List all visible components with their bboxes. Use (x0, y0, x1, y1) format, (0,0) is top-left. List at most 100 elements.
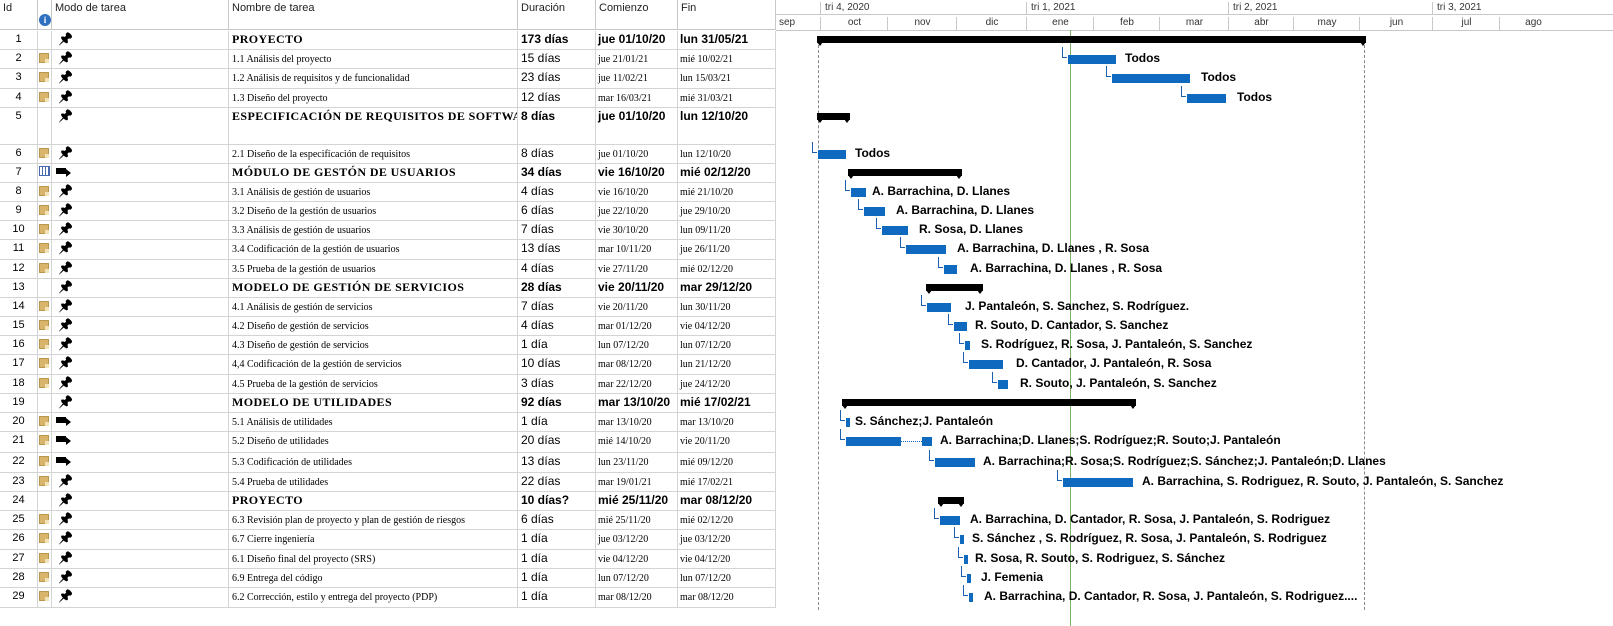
task-bar[interactable] (944, 265, 957, 274)
task-name-cell[interactable]: 4.1 Análisis de gestión de servicios (229, 298, 518, 317)
task-finish-cell[interactable]: lun 12/10/20 (678, 108, 776, 145)
table-row[interactable]: 24 📌 PROYECTO 10 días? mié 25/11/20 mar 08/12… (0, 492, 776, 511)
task-mode-cell[interactable]: 📌 (52, 569, 229, 588)
table-row[interactable]: 26 📌 6.7 Cierre ingeniería 1 día jue 03/12/2… (0, 530, 776, 550)
table-row[interactable]: 8 📌 3.1 Análisis de gestión de usuarios 4 d… (0, 183, 776, 202)
task-name-cell[interactable]: MODELO DE GESTIÓN DE SERVICIOS (229, 279, 518, 298)
task-duration-cell[interactable]: 92 días (518, 394, 596, 413)
task-id-cell[interactable]: 20 (0, 413, 38, 432)
task-finish-cell[interactable]: mié 02/12/20 (678, 260, 776, 279)
task-name-cell[interactable]: MÓDULO DE GESTÓN DE USUARIOS (229, 164, 518, 183)
task-finish-cell[interactable]: lun 12/10/20 (678, 145, 776, 164)
task-bar[interactable] (964, 555, 968, 564)
task-mode-cell[interactable]: 📌 (52, 394, 229, 413)
task-duration-cell[interactable]: 1 día (518, 588, 596, 608)
note-icon[interactable] (39, 514, 49, 524)
task-bar[interactable] (967, 574, 971, 583)
task-start-cell[interactable]: mar 13/10/20 (596, 413, 678, 432)
task-duration-cell[interactable]: 23 días (518, 69, 596, 89)
task-finish-cell[interactable]: mar 29/12/20 (678, 279, 776, 298)
task-finish-cell[interactable]: jue 24/12/20 (678, 375, 776, 394)
task-finish-cell[interactable]: mar 13/10/20 (678, 413, 776, 432)
summary-bar[interactable] (938, 497, 964, 507)
table-row[interactable]: 16 📌 4.3 Diseño de gestión de servicios 1 d… (0, 336, 776, 355)
task-bar[interactable] (927, 303, 951, 312)
table-row[interactable]: 17 📌 4,4 Codificación de la gestión de ser… (0, 355, 776, 375)
task-name-cell[interactable]: 3.3 Análisis de gestión de usuarios (229, 221, 518, 240)
task-id-cell[interactable]: 17 (0, 355, 38, 375)
note-icon[interactable] (39, 92, 49, 102)
table-row[interactable]: 25 📌 6.3 Revisión plan de proyecto y plan … (0, 511, 776, 530)
task-mode-cell[interactable]: 📌 (52, 355, 229, 375)
task-name-cell[interactable]: 5.1 Análisis de utilidades (229, 413, 518, 432)
summary-bar[interactable] (842, 399, 1136, 409)
task-start-cell[interactable]: vie 04/12/20 (596, 550, 678, 569)
task-id-cell[interactable]: 10 (0, 221, 38, 240)
task-bar[interactable] (969, 360, 1003, 369)
task-bar[interactable] (882, 226, 908, 235)
task-name-cell[interactable]: PROYECTO (229, 31, 518, 50)
task-start-cell[interactable]: lun 23/11/20 (596, 453, 678, 473)
note-icon[interactable] (39, 533, 49, 543)
task-duration-cell[interactable]: 22 días (518, 473, 596, 492)
task-duration-cell[interactable]: 12 días (518, 89, 596, 108)
table-row[interactable]: 3 📌 1.2 Análisis de requisitos y de funcio… (0, 69, 776, 89)
task-mode-cell[interactable] (52, 453, 229, 473)
task-duration-cell[interactable]: 4 días (518, 317, 596, 336)
note-icon[interactable] (39, 416, 49, 426)
summary-bar[interactable] (817, 36, 1366, 46)
task-finish-cell[interactable]: lun 07/12/20 (678, 569, 776, 588)
summary-bar[interactable] (817, 113, 850, 123)
task-start-cell[interactable]: vie 30/10/20 (596, 221, 678, 240)
task-mode-cell[interactable]: 📌 (52, 50, 229, 69)
table-row[interactable]: 6 📌 2.1 Diseño de la especificación de req… (0, 145, 776, 164)
task-finish-cell[interactable]: vie 20/11/20 (678, 432, 776, 453)
task-bar-segment[interactable] (922, 437, 932, 446)
task-mode-cell[interactable]: 📌 (52, 260, 229, 279)
task-mode-cell[interactable]: 📌 (52, 202, 229, 221)
task-bar[interactable] (851, 188, 866, 197)
task-id-cell[interactable]: 7 (0, 164, 38, 183)
task-mode-cell[interactable]: 📌 (52, 588, 229, 608)
task-name-cell[interactable]: 6.7 Cierre ingeniería (229, 530, 518, 550)
note-icon[interactable] (39, 148, 49, 158)
task-finish-cell[interactable]: mié 17/02/21 (678, 473, 776, 492)
task-start-cell[interactable]: mar 13/10/20 (596, 394, 678, 413)
task-bar[interactable] (846, 437, 901, 446)
task-finish-cell[interactable]: mié 02/12/20 (678, 511, 776, 530)
note-icon[interactable] (39, 435, 49, 445)
task-start-cell[interactable]: jue 01/10/20 (596, 108, 678, 145)
task-finish-cell[interactable]: jue 29/10/20 (678, 202, 776, 221)
task-finish-cell[interactable]: mié 17/02/21 (678, 394, 776, 413)
task-start-cell[interactable]: mar 10/11/20 (596, 240, 678, 260)
task-start-cell[interactable]: lun 07/12/20 (596, 569, 678, 588)
task-bar[interactable] (965, 341, 970, 350)
task-duration-cell[interactable]: 6 días (518, 511, 596, 530)
task-mode-cell[interactable]: 📌 (52, 492, 229, 511)
note-icon[interactable] (39, 339, 49, 349)
column-header-indicators[interactable]: i (38, 0, 52, 30)
task-id-cell[interactable]: 11 (0, 240, 38, 260)
task-duration-cell[interactable]: 1 día (518, 413, 596, 432)
task-id-cell[interactable]: 27 (0, 550, 38, 569)
task-bar[interactable] (940, 516, 960, 525)
task-finish-cell[interactable]: lun 15/03/21 (678, 69, 776, 89)
task-name-cell[interactable]: 5.3 Codificación de utilidades (229, 453, 518, 473)
task-mode-cell[interactable]: 📌 (52, 530, 229, 550)
note-icon[interactable] (39, 53, 49, 63)
task-duration-cell[interactable]: 173 días (518, 31, 596, 50)
column-header-start[interactable]: Comienzo (596, 0, 678, 30)
task-name-cell[interactable]: 2.1 Diseño de la especificación de requi… (229, 145, 518, 164)
task-bar[interactable] (1068, 55, 1116, 64)
task-duration-cell[interactable]: 7 días (518, 298, 596, 317)
task-finish-cell[interactable]: mié 09/12/20 (678, 453, 776, 473)
task-id-cell[interactable]: 16 (0, 336, 38, 355)
table-row[interactable]: 18 📌 4.5 Prueba de la gestión de servicios… (0, 375, 776, 394)
table-row[interactable]: 4 📌 1.3 Diseño del proyecto 12 días mar 16/0… (0, 89, 776, 108)
task-bar[interactable] (818, 150, 846, 159)
task-name-cell[interactable]: 1.1 Análisis del proyecto (229, 50, 518, 69)
table-row[interactable]: 12 📌 3.5 Prueba de la gestión de usuarios 4… (0, 260, 776, 279)
task-duration-cell[interactable]: 4 días (518, 260, 596, 279)
task-bar[interactable] (906, 245, 946, 254)
task-name-cell[interactable]: 3.5 Prueba de la gestión de usuarios (229, 260, 518, 279)
